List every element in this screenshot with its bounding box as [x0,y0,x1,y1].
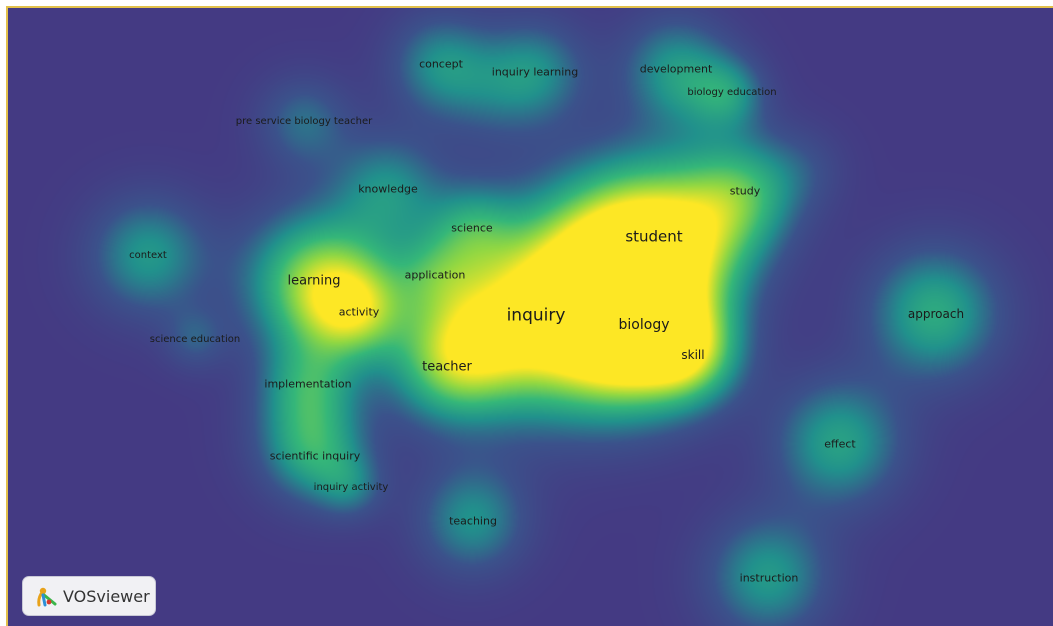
vosviewer-logo-text: VOSviewer [63,586,150,606]
term-label-science[interactable]: science [451,221,493,235]
density-map-canvas[interactable]: inquiry student biology skill learning activi… [6,6,1053,626]
term-label-implementation[interactable]: implementation [264,377,352,391]
term-label-effect[interactable]: effect [824,437,856,451]
term-label-teaching[interactable]: teaching [449,514,497,528]
term-label-activity[interactable]: activity [338,305,380,319]
term-label-science-education[interactable]: science education [149,334,241,345]
term-label-inquiry-learning[interactable]: inquiry learning [491,65,579,79]
term-label-biology-education[interactable]: biology education [687,87,777,98]
term-label-study[interactable]: study [729,184,761,198]
term-label-approach[interactable]: approach [907,307,965,321]
term-label-teacher[interactable]: teacher [422,359,472,375]
vosviewer-logo-icon [37,587,57,607]
term-label-biology[interactable]: biology [618,317,670,333]
term-label-development[interactable]: development [639,62,713,76]
term-label-application[interactable]: application [404,268,466,282]
term-label-inquiry[interactable]: inquiry [506,305,566,326]
term-label-inquiry-activity[interactable]: inquiry activity [313,482,389,493]
term-label-learning[interactable]: learning [287,273,341,289]
term-label-knowledge[interactable]: knowledge [358,182,418,196]
density-heatmap [8,8,1053,626]
term-label-skill[interactable]: skill [681,348,705,362]
vosviewer-logo[interactable]: VOSviewer [22,576,156,616]
term-label-pre-service-biology-teacher[interactable]: pre service biology teacher [235,116,373,127]
term-label-scientific-inquiry[interactable]: scientific inquiry [269,449,361,463]
term-label-instruction[interactable]: instruction [739,571,799,585]
term-label-context[interactable]: context [129,250,167,261]
term-label-concept[interactable]: concept [419,57,463,71]
term-label-student[interactable]: student [625,227,683,246]
